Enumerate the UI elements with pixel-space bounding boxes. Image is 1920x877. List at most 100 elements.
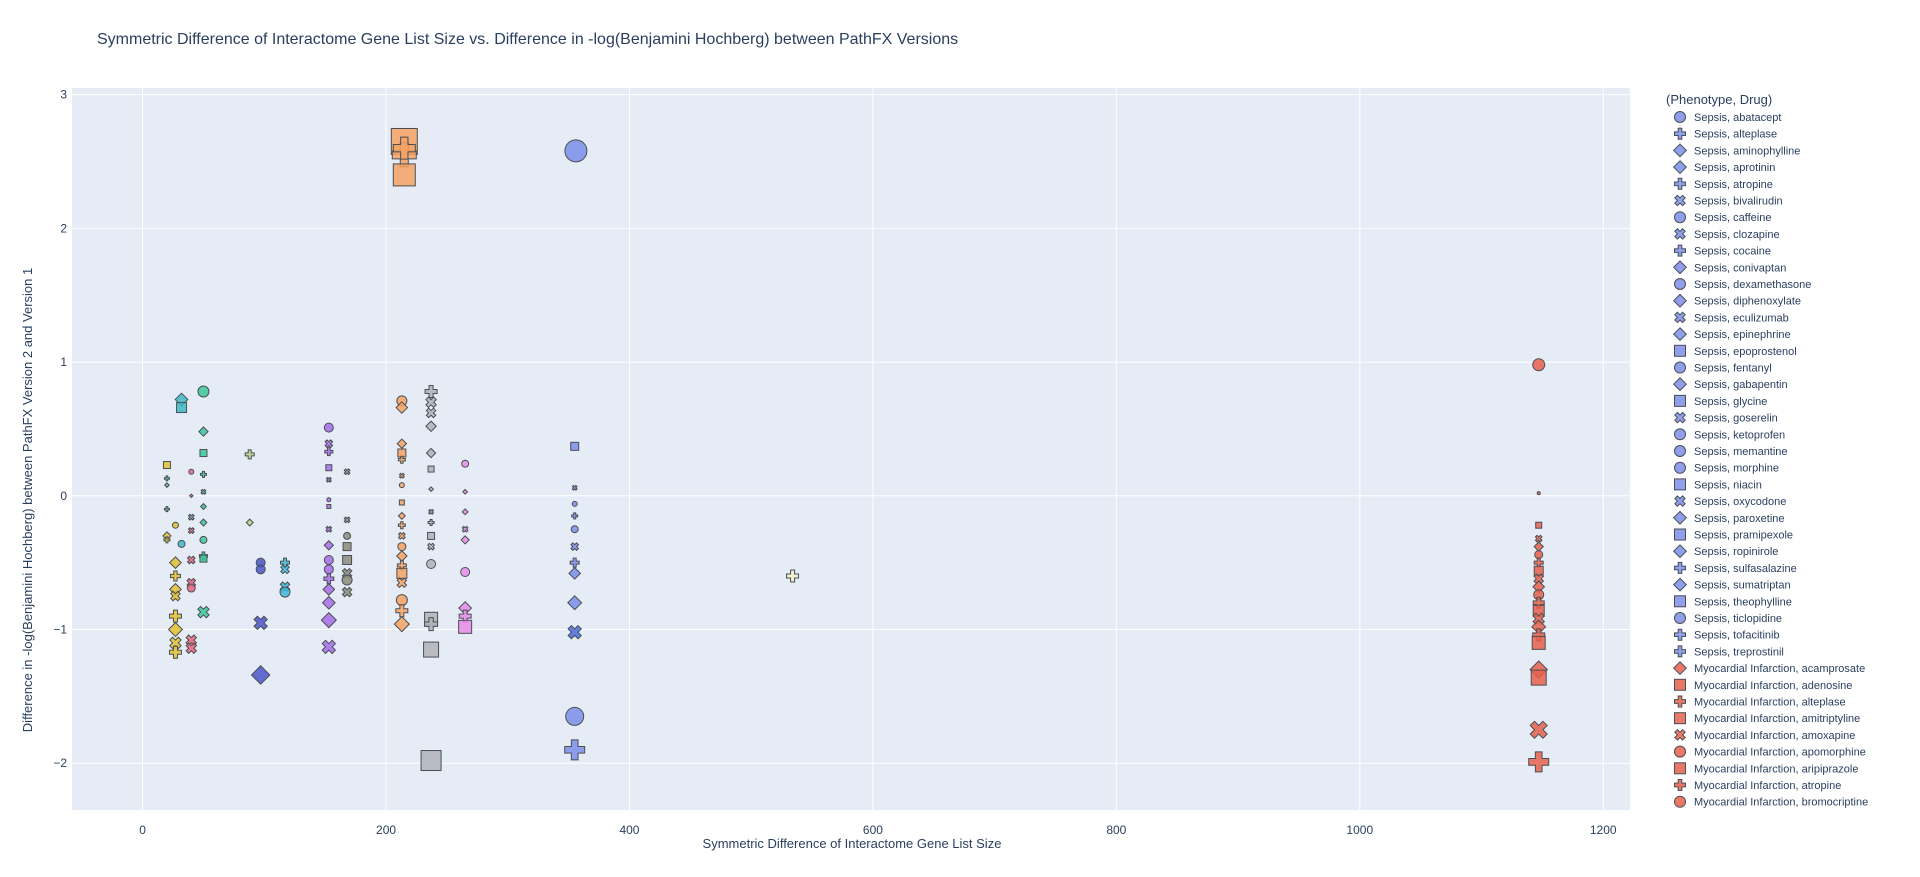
data-point bbox=[167, 621, 184, 638]
x-tick-label: 1200 bbox=[1590, 823, 1617, 837]
legend-item[interactable]: Sepsis, eculizumab bbox=[1672, 310, 1789, 326]
legend-item[interactable]: Sepsis, ketoprofen bbox=[1674, 428, 1786, 442]
data-point bbox=[428, 508, 435, 515]
data-point bbox=[341, 574, 353, 586]
legend-item[interactable]: Sepsis, cocaine bbox=[1674, 244, 1772, 258]
legend-item[interactable]: Sepsis, aprotinin bbox=[1672, 160, 1776, 175]
data-point bbox=[197, 605, 210, 619]
legend-item[interactable]: Myocardial Infarction, adenosine bbox=[1674, 678, 1853, 692]
legend-item[interactable]: Sepsis, sulfasalazine bbox=[1674, 561, 1797, 575]
legend-marker bbox=[1672, 160, 1688, 175]
legend-item[interactable]: Sepsis, tofacitinib bbox=[1674, 628, 1780, 642]
legend-marker bbox=[1674, 244, 1686, 257]
legend-marker bbox=[1672, 377, 1688, 392]
data-point bbox=[397, 455, 406, 464]
legend-marker bbox=[1674, 344, 1686, 357]
legend-item[interactable]: Sepsis, gabapentin bbox=[1672, 377, 1788, 392]
legend-item[interactable]: Sepsis, oxycodone bbox=[1672, 493, 1786, 509]
legend-label: Myocardial Infarction, atropine bbox=[1694, 780, 1841, 792]
data-point bbox=[168, 609, 182, 623]
data-point bbox=[424, 617, 439, 632]
x-tick-label: 800 bbox=[1106, 823, 1126, 837]
data-point bbox=[320, 611, 338, 629]
legend-item[interactable]: Sepsis, clozapine bbox=[1672, 226, 1780, 242]
data-point bbox=[323, 422, 334, 433]
legend-item[interactable]: Sepsis, conivaptan bbox=[1672, 260, 1787, 275]
legend-item[interactable]: Myocardial Infarction, apomorphine bbox=[1674, 745, 1866, 759]
legend-item[interactable]: Myocardial Infarction, amitriptyline bbox=[1674, 712, 1861, 726]
data-point bbox=[343, 516, 351, 524]
legend-item[interactable]: Sepsis, epinephrine bbox=[1672, 327, 1791, 342]
legend-item[interactable]: Sepsis, ropinirole bbox=[1672, 544, 1779, 559]
legend-marker bbox=[1674, 111, 1686, 123]
data-point bbox=[199, 449, 208, 458]
legend-marker bbox=[1674, 194, 1686, 207]
legend-item[interactable]: Sepsis, epoprostenol bbox=[1674, 344, 1797, 358]
data-point bbox=[423, 641, 440, 658]
legend-item[interactable]: Sepsis, treprostinil bbox=[1674, 645, 1784, 659]
legend-marker bbox=[1674, 278, 1686, 290]
legend-item[interactable]: Myocardial Infarction, atropine bbox=[1674, 779, 1842, 793]
data-point bbox=[397, 511, 407, 521]
data-point bbox=[341, 586, 353, 598]
legend-item[interactable]: Sepsis, caffeine bbox=[1674, 211, 1772, 225]
legend-label: Myocardial Infarction, amitriptyline bbox=[1694, 713, 1860, 725]
data-point bbox=[169, 556, 182, 570]
legend-item[interactable]: Sepsis, abatacept bbox=[1674, 111, 1782, 125]
legend-title: (Phenotype, Drug) bbox=[1666, 92, 1772, 107]
data-point bbox=[325, 476, 332, 483]
legend-label: Sepsis, gabapentin bbox=[1694, 379, 1788, 391]
legend-item[interactable]: Sepsis, glycine bbox=[1674, 394, 1768, 408]
data-point bbox=[197, 385, 210, 398]
data-point bbox=[244, 449, 255, 460]
data-point bbox=[395, 604, 409, 618]
legend-marker bbox=[1674, 645, 1686, 658]
legend-item[interactable]: Sepsis, niacin bbox=[1674, 478, 1762, 492]
plot-area bbox=[72, 88, 1630, 810]
y-tick-label: −2 bbox=[53, 756, 67, 770]
legend-item[interactable]: Sepsis, morphine bbox=[1674, 461, 1780, 475]
data-point bbox=[323, 564, 334, 575]
data-point bbox=[169, 636, 182, 650]
data-point bbox=[461, 459, 470, 468]
data-point bbox=[199, 535, 208, 544]
data-point bbox=[427, 519, 435, 527]
legend-marker bbox=[1674, 595, 1686, 608]
legend-item[interactable]: Sepsis, goserelin bbox=[1672, 410, 1778, 426]
legend-item[interactable]: Sepsis, fentanyl bbox=[1674, 361, 1772, 375]
legend-item[interactable]: Sepsis, memantine bbox=[1674, 445, 1788, 459]
legend-label: Sepsis, caffeine bbox=[1694, 212, 1771, 224]
legend-marker bbox=[1674, 177, 1686, 190]
data-point bbox=[188, 493, 194, 499]
legend-item[interactable]: Sepsis, aminophylline bbox=[1672, 143, 1801, 158]
data-point bbox=[396, 438, 408, 449]
legend-item[interactable]: Sepsis, bivalirudin bbox=[1672, 193, 1783, 209]
legend-item[interactable]: Myocardial Infarction, aripiprazole bbox=[1674, 762, 1859, 776]
legend-label: Sepsis, aprotinin bbox=[1694, 162, 1775, 174]
legend-item[interactable]: Sepsis, pramipexole bbox=[1674, 528, 1794, 542]
data-point bbox=[200, 488, 207, 495]
legend-label: Sepsis, sumatriptan bbox=[1694, 580, 1791, 592]
legend-item[interactable]: Sepsis, diphenoxylate bbox=[1672, 293, 1801, 308]
legend-item[interactable]: Sepsis, sumatriptan bbox=[1672, 577, 1791, 592]
legend-label: Myocardial Infarction, adenosine bbox=[1694, 680, 1852, 692]
legend-item[interactable]: Sepsis, dexamethasone bbox=[1674, 278, 1812, 292]
legend-item[interactable]: Sepsis, paroxetine bbox=[1672, 510, 1785, 525]
legend-item[interactable]: Sepsis, ticlopidine bbox=[1674, 612, 1783, 626]
data-point bbox=[321, 595, 336, 610]
legend-marker bbox=[1674, 478, 1686, 491]
legend-item[interactable]: Sepsis, alteplase bbox=[1674, 127, 1778, 141]
data-point bbox=[571, 500, 578, 507]
data-point bbox=[187, 513, 195, 521]
legend-item[interactable]: Myocardial Infarction, alteplase bbox=[1674, 695, 1846, 709]
legend-item[interactable]: Myocardial Infarction, acamprosate bbox=[1672, 661, 1866, 676]
legend-item[interactable]: Sepsis, theophylline bbox=[1674, 595, 1792, 609]
legend-item[interactable]: Sepsis, atropine bbox=[1674, 177, 1773, 191]
legend-item[interactable]: Myocardial Infarction, amoxapine bbox=[1672, 727, 1855, 743]
data-point bbox=[199, 518, 208, 527]
data-point bbox=[253, 615, 268, 631]
legend-marker bbox=[1674, 211, 1686, 224]
data-point bbox=[564, 139, 588, 163]
legend-item[interactable]: Myocardial Infarction, bromocriptine bbox=[1674, 795, 1869, 809]
legend-label: Myocardial Infarction, alteplase bbox=[1694, 697, 1846, 709]
